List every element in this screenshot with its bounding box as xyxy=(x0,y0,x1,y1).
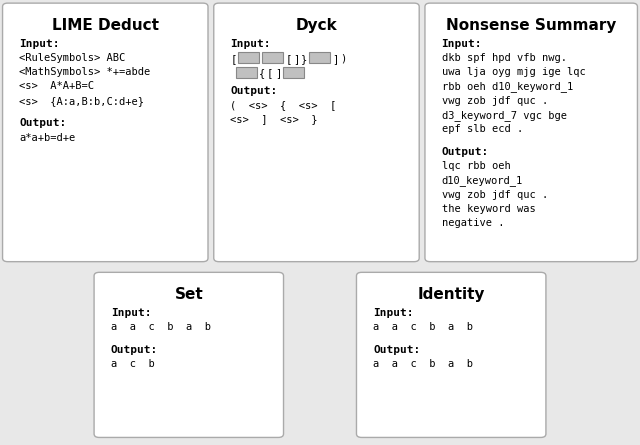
Text: lqc rbb oeh: lqc rbb oeh xyxy=(442,161,510,171)
Text: Input:: Input: xyxy=(373,308,413,318)
Text: Identity: Identity xyxy=(417,287,485,302)
Text: Input:: Input: xyxy=(230,39,271,49)
Text: ]: ] xyxy=(293,54,300,64)
Text: ): ) xyxy=(340,54,347,64)
Text: a*a+b=d+e: a*a+b=d+e xyxy=(19,133,76,143)
Text: [: [ xyxy=(267,68,273,78)
Text: Dyck: Dyck xyxy=(296,18,337,33)
Text: dkb spf hpd vfb nwg.: dkb spf hpd vfb nwg. xyxy=(442,53,566,63)
Text: }: } xyxy=(301,54,307,64)
Bar xyxy=(309,53,330,64)
Text: uwa lja oyg mjg ige lqc: uwa lja oyg mjg ige lqc xyxy=(442,67,586,77)
Text: Input:: Input: xyxy=(442,39,482,49)
Text: d10_keyword_1: d10_keyword_1 xyxy=(442,175,523,186)
Text: epf slb ecd .: epf slb ecd . xyxy=(442,124,523,134)
Bar xyxy=(238,53,259,64)
Text: a  a  c  b  a  b: a a c b a b xyxy=(373,359,473,369)
Text: ]: ] xyxy=(275,68,281,78)
Text: Output:: Output: xyxy=(111,345,158,355)
FancyBboxPatch shape xyxy=(356,272,546,437)
Text: <RuleSymbols> ABC: <RuleSymbols> ABC xyxy=(19,53,125,63)
Text: <MathSymbols> *+=abde: <MathSymbols> *+=abde xyxy=(19,67,150,77)
Text: <s>  A*A+B=C: <s> A*A+B=C xyxy=(19,81,94,91)
Bar xyxy=(236,67,257,78)
Text: (  <s>  {  <s>  [: ( <s> { <s> [ xyxy=(230,100,337,110)
FancyBboxPatch shape xyxy=(214,3,419,262)
FancyBboxPatch shape xyxy=(94,272,284,437)
FancyBboxPatch shape xyxy=(3,3,208,262)
Text: a  c  b: a c b xyxy=(111,359,154,369)
Text: <s>  ]  <s>  }: <s> ] <s> } xyxy=(230,114,318,124)
Text: Set: Set xyxy=(175,287,203,302)
Text: a  a  c  b  a  b: a a c b a b xyxy=(373,322,473,332)
Text: the keyword was: the keyword was xyxy=(442,204,535,214)
Text: [: [ xyxy=(285,54,292,64)
Text: a  a  c  b  a  b: a a c b a b xyxy=(111,322,211,332)
Text: rbb oeh d10_keyword_1: rbb oeh d10_keyword_1 xyxy=(442,81,573,93)
Text: d3_keyword_7 vgc bge: d3_keyword_7 vgc bge xyxy=(442,110,566,121)
Text: Output:: Output: xyxy=(230,86,278,96)
Text: Output:: Output: xyxy=(373,345,420,355)
Text: <s>  {A:a,B:b,C:d+e}: <s> {A:a,B:b,C:d+e} xyxy=(19,96,144,105)
FancyBboxPatch shape xyxy=(425,3,637,262)
Text: Input:: Input: xyxy=(111,308,151,318)
Bar xyxy=(283,67,304,78)
Text: Input:: Input: xyxy=(19,39,60,49)
Text: LIME Deduct: LIME Deduct xyxy=(52,18,159,33)
Bar xyxy=(262,53,283,64)
Text: vwg zob jdf quc .: vwg zob jdf quc . xyxy=(442,190,548,200)
Text: {: { xyxy=(259,68,266,78)
Text: negative .: negative . xyxy=(442,218,504,228)
Text: ]: ] xyxy=(333,54,339,64)
Text: Output:: Output: xyxy=(19,118,67,129)
Text: vwg zob jdf quc .: vwg zob jdf quc . xyxy=(442,96,548,105)
Text: Output:: Output: xyxy=(442,147,489,157)
Text: [: [ xyxy=(230,54,237,64)
Text: Nonsense Summary: Nonsense Summary xyxy=(446,18,616,33)
